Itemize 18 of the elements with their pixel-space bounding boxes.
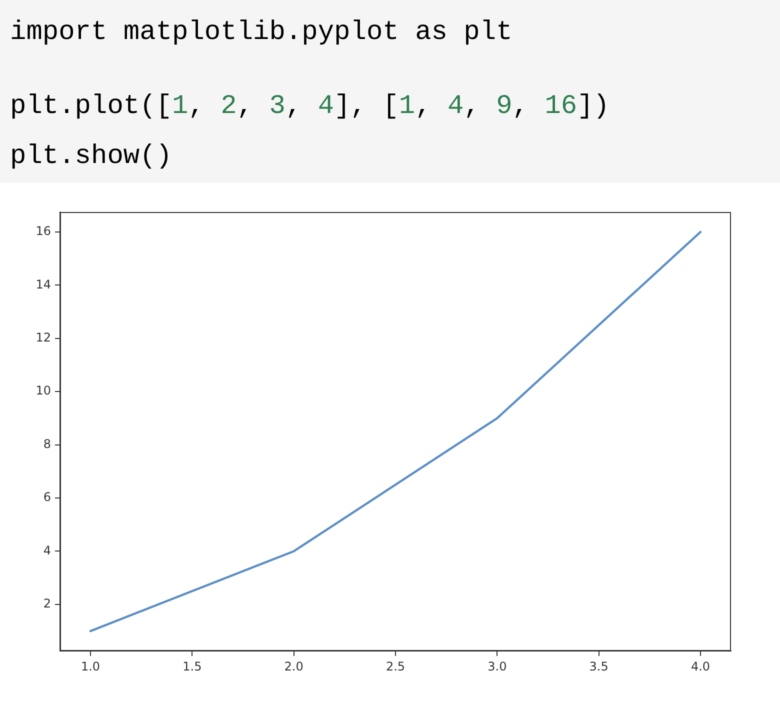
y-tick-label: 10 xyxy=(36,384,51,398)
y-tick-label: 4 xyxy=(43,543,51,558)
x-tick-label: 3.5 xyxy=(589,659,608,674)
y-tick-label: 6 xyxy=(43,490,51,504)
x-tick-label: 2.5 xyxy=(386,659,406,674)
x-tick-label: 1.0 xyxy=(80,659,100,674)
x-tick-label: 1.5 xyxy=(182,659,202,674)
y-tick-label: 14 xyxy=(36,277,51,292)
text: import matplotlib.pyplot as plt xyxy=(10,18,512,48)
y-tick-label: 12 xyxy=(36,330,51,345)
x-tick-label: 2.0 xyxy=(284,659,304,674)
y-tick-label: 8 xyxy=(43,436,51,451)
y-tick-label: 16 xyxy=(36,224,51,238)
text: plt.show() xyxy=(10,142,172,172)
y-tick-label: 2 xyxy=(43,596,51,611)
x-tick-label: 3.0 xyxy=(488,659,507,674)
text: plt.plot([1, 2, 3, 4], [1, 4, 9, 16]) xyxy=(10,92,610,122)
x-tick-label: 4.0 xyxy=(690,659,710,674)
